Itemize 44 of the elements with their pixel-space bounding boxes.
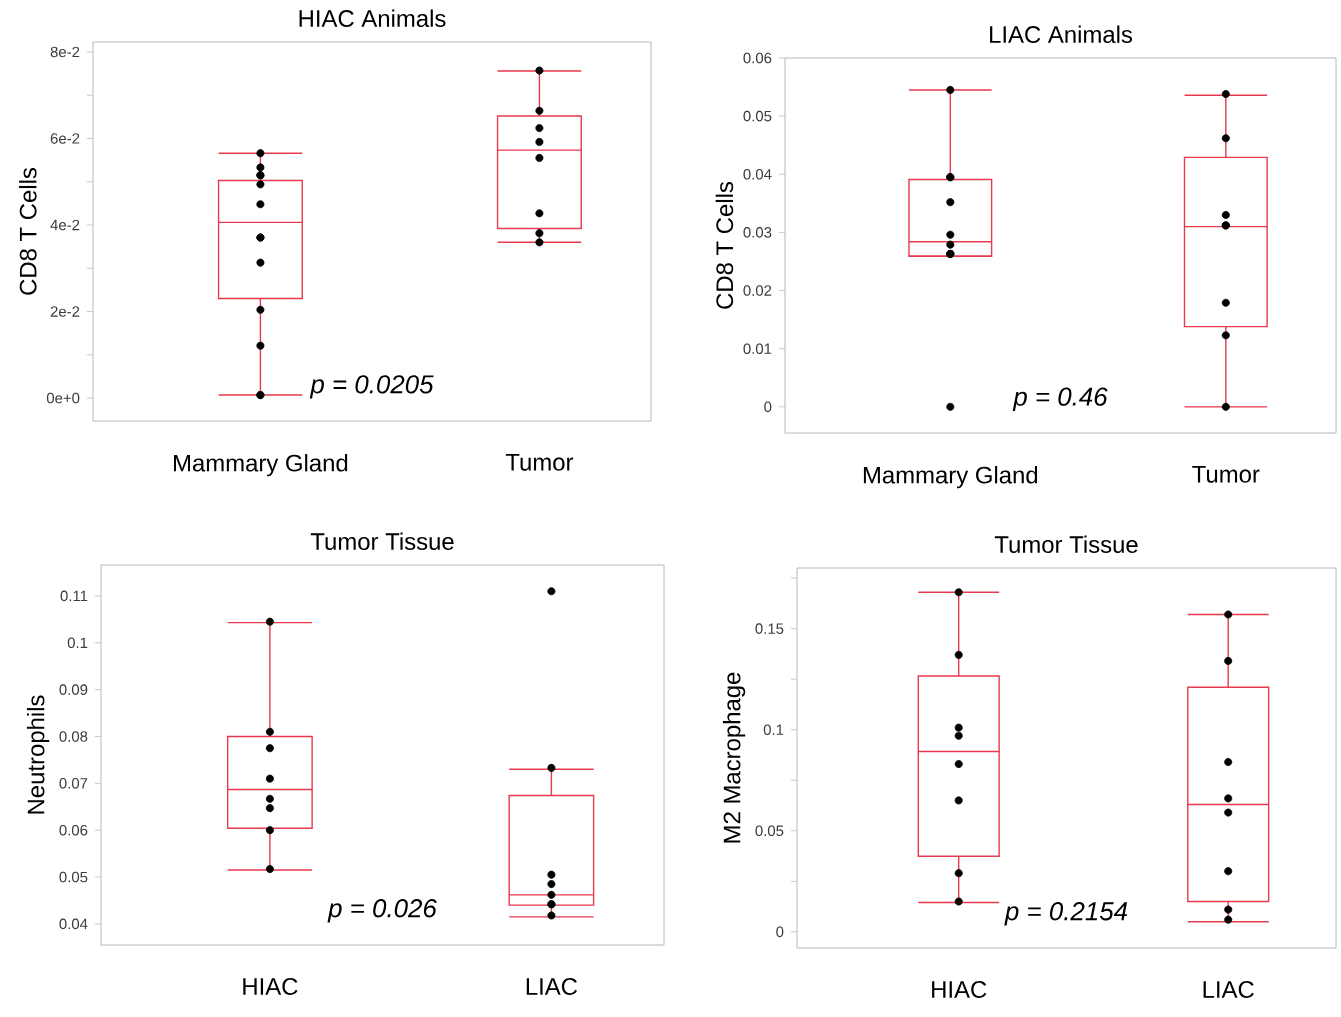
x-tick-label: HIAC (243, 978, 298, 995)
annotation: p = 0.026 (327, 899, 437, 923)
y-tick-label: 2e-2 (50, 306, 80, 317)
chart-title: LIAC Animals (990, 25, 1133, 43)
annotation: p = 0.0205 (309, 375, 434, 399)
y-tick-label: 8e-2 (50, 46, 80, 58)
chart-title: Tumor Tissue (994, 535, 1138, 553)
y-tick-label: 4e-2 (50, 219, 80, 231)
y-tick-label: 0 (776, 926, 784, 938)
x-tick-label: Mammary Gland (863, 466, 1038, 489)
y-tick-label: 0.06 (59, 824, 88, 836)
y-tick-label: 0e+0 (46, 392, 80, 404)
y-tick-label: 0.02 (743, 285, 772, 296)
annotation: p = 0.46 (1012, 387, 1108, 411)
x-tick-label: Tumor (505, 454, 574, 471)
chart-title: HIAC Animals (299, 9, 446, 27)
y-tick-label: 0.07 (59, 778, 88, 789)
y-tick-label: 6e-2 (50, 133, 80, 144)
x-tick-label: LIAC (526, 978, 578, 995)
y-tick-label: 0.04 (743, 168, 772, 180)
y-axis-title: M2 Macrophage (722, 672, 746, 843)
y-tick-label: 0.05 (743, 110, 772, 122)
x-tick-label: Mammary Gland (174, 454, 348, 477)
y-tick-label: 0 (764, 401, 772, 413)
y-tick-label: 0.15 (755, 623, 784, 634)
y-tick-label: 0.1 (67, 637, 88, 649)
x-tick-label: HIAC (932, 981, 987, 998)
y-axis-title: Neutrophils (26, 695, 50, 814)
y-tick-label: 0.1 (763, 724, 784, 735)
chart-title: Tumor Tissue (310, 532, 454, 550)
y-axis-title: CD8 T Cells (715, 181, 734, 309)
y-tick-label: 0.03 (743, 227, 772, 238)
y-tick-label: 0.05 (59, 871, 88, 883)
x-tick-label: Tumor (1192, 466, 1260, 483)
y-tick-label: 0.04 (59, 918, 88, 930)
y-tick-label: 0.06 (743, 52, 772, 64)
x-tick-label: LIAC (1203, 981, 1254, 998)
y-axis-title: CD8 T Cells (19, 167, 37, 295)
annotation: p = 0.2154 (1004, 902, 1128, 926)
y-tick-label: 0.09 (59, 684, 88, 695)
y-tick-label: 0.05 (755, 825, 784, 837)
y-tick-label: 0.11 (60, 590, 88, 602)
y-tick-label: 0.01 (743, 343, 772, 354)
y-tick-label: 0.08 (59, 731, 88, 742)
